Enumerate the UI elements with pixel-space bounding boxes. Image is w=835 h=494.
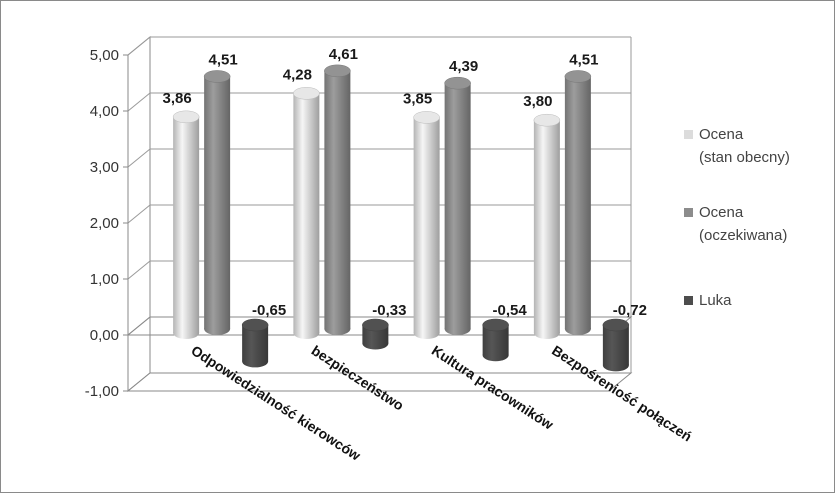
grid-layer	[126, 35, 633, 393]
data-labels: 3,86 4,51 -0,65 4,28 4,61 -0,33 3,85 4,39 -0,54 3…	[163, 46, 647, 319]
data-label: 4,28	[283, 66, 312, 83]
bar	[444, 76, 471, 335]
bar	[172, 110, 200, 339]
legend-label: Ocena	[699, 126, 744, 143]
y-axis: -1,00 0,00 1,00 2,00 3,00 4,00 5,00	[85, 47, 129, 400]
bar	[533, 113, 561, 339]
data-label: -0,65	[252, 302, 286, 319]
gridline-side	[127, 92, 151, 112]
legend-item: Ocena (stan obecny)	[684, 126, 790, 166]
legend-swatch	[684, 296, 693, 305]
legend-item: Ocena (oczekiwana)	[684, 204, 787, 244]
bar	[241, 318, 269, 368]
y-tick-label: 1,00	[90, 271, 119, 288]
data-label: 4,39	[449, 58, 478, 75]
bar	[293, 87, 320, 339]
data-label: 4,51	[569, 51, 598, 68]
gridline-side	[127, 148, 151, 168]
data-label: 3,85	[403, 90, 432, 107]
gridline-side	[127, 260, 151, 280]
y-tick-label: 3,00	[90, 159, 119, 176]
legend-label: Ocena	[699, 204, 744, 221]
legend-label: (oczekiwana)	[699, 227, 787, 244]
bar	[564, 70, 592, 335]
legend: Ocena (stan obecny) Ocena (oczekiwana) Luka	[684, 126, 790, 309]
data-label: -0,54	[493, 302, 528, 319]
zero-plane	[126, 316, 633, 336]
data-label: 3,80	[523, 93, 552, 110]
data-label: 3,86	[163, 90, 192, 107]
gridline-side	[127, 204, 151, 224]
data-label: -0,33	[372, 302, 406, 319]
gridline-side	[127, 36, 151, 56]
y-tick-label: 4,00	[90, 103, 119, 120]
bar	[362, 318, 389, 350]
data-label: 4,61	[329, 46, 358, 63]
legend-swatch	[684, 130, 693, 139]
data-label: -0,72	[613, 302, 647, 319]
bar	[602, 318, 630, 372]
floor	[126, 372, 633, 392]
legend-label: Luka	[699, 292, 732, 309]
bars-layer	[172, 64, 630, 372]
data-label: 4,51	[209, 51, 238, 68]
y-tick-label: -1,00	[85, 383, 119, 400]
bar	[482, 318, 509, 362]
bar	[203, 70, 231, 335]
y-tick-label: 2,00	[90, 215, 119, 232]
bar	[413, 111, 440, 339]
bar	[324, 64, 351, 335]
y-tick-label: 5,00	[90, 47, 119, 64]
legend-swatch	[684, 208, 693, 217]
legend-item: Luka	[684, 292, 732, 309]
legend-label: (stan obecny)	[699, 149, 790, 166]
y-tick-label: 0,00	[90, 327, 119, 344]
